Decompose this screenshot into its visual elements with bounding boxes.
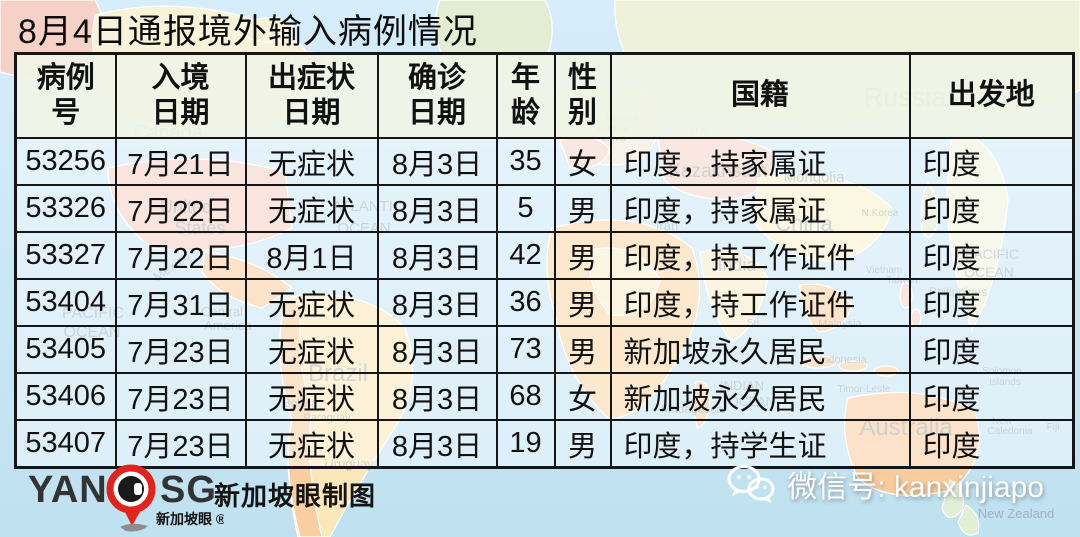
cell-entry-date: 7月23日 bbox=[114, 419, 247, 469]
cell-age: 68 bbox=[495, 372, 556, 421]
cell-symptom-date: 无症状 bbox=[244, 419, 379, 469]
cell-nationality: 印度，持家属证 bbox=[609, 137, 911, 186]
cell-gender: 女 bbox=[553, 372, 612, 421]
cell-origin: 印度 bbox=[908, 372, 1075, 421]
column-header-confirm-date: 确诊 日期 bbox=[376, 52, 498, 139]
cell-symptom-date: 无症状 bbox=[244, 278, 379, 327]
wechat-contact: 微信号: kanxinjiapo bbox=[725, 462, 1044, 506]
cell-nationality: 新加坡永久居民 bbox=[609, 372, 911, 421]
cell-gender: 女 bbox=[553, 137, 612, 186]
table-row: 53326 7月22日 无症状 8月3日 5 男印度，持家属证 印度 bbox=[14, 184, 1075, 233]
cell-case-no: 53327 bbox=[14, 231, 117, 280]
table-row: 53407 7月23日 无症状 8月3日 19 男印度，持学生证 印度 bbox=[14, 419, 1075, 469]
cell-symptom-date: 无症状 bbox=[244, 372, 379, 421]
table-row: 53327 7月22日 8月1日 8月3日 42 男印度，持工作证件 印度 bbox=[14, 231, 1075, 280]
cell-confirm-date: 8月3日 bbox=[376, 325, 498, 374]
logo-eye-highlight bbox=[134, 483, 142, 495]
logo-eye-pupil bbox=[118, 476, 144, 502]
table-row: 53256 7月21日 无症状 8月3日 35 女印度，持家属证 印度 bbox=[14, 137, 1075, 186]
cell-age: 36 bbox=[495, 278, 556, 327]
column-header-nationality: 国籍 bbox=[609, 52, 911, 139]
table-row: 53404 7月31日 无症状 8月3日 36 男印度，持工作证件 印度 bbox=[14, 278, 1075, 327]
cell-origin: 印度 bbox=[908, 137, 1075, 186]
logo-subtext: 新加坡眼 ® bbox=[156, 511, 224, 527]
table-row: 53406 7月23日 无症状 8月3日 68 女新加坡永久居民 印度 bbox=[14, 372, 1075, 421]
cell-origin: 印度 bbox=[908, 231, 1075, 280]
column-header-symptom-date: 出症状 日期 bbox=[244, 52, 379, 139]
column-header-entry-date: 入境 日期 bbox=[114, 52, 247, 139]
cell-nationality: 印度，持工作证件 bbox=[609, 278, 911, 327]
cell-case-no: 53405 bbox=[14, 325, 117, 374]
cell-age: 5 bbox=[495, 184, 556, 233]
yan-sg-logo: YAN SG 新加坡眼 ® bbox=[28, 464, 224, 532]
cell-confirm-date: 8月3日 bbox=[376, 137, 498, 186]
map-label: New Zealand bbox=[978, 506, 1055, 521]
table-row: 53405 7月23日 无症状 8月3日 73 男新加坡永久居民 印度 bbox=[14, 325, 1075, 374]
cell-gender: 男 bbox=[553, 184, 612, 233]
cell-confirm-date: 8月3日 bbox=[376, 372, 498, 421]
cell-confirm-date: 8月3日 bbox=[376, 419, 498, 469]
cell-origin: 印度 bbox=[908, 419, 1075, 469]
cell-confirm-date: 8月3日 bbox=[376, 184, 498, 233]
logo-island-silhouette bbox=[120, 523, 148, 532]
wechat-icon bbox=[727, 465, 775, 503]
cell-gender: 男 bbox=[553, 278, 612, 327]
cell-case-no: 53407 bbox=[14, 419, 117, 469]
cell-confirm-date: 8月3日 bbox=[376, 278, 498, 327]
cell-entry-date: 7月31日 bbox=[114, 278, 247, 327]
cell-symptom-date: 无症状 bbox=[244, 137, 379, 186]
cell-origin: 印度 bbox=[908, 278, 1075, 327]
cell-case-no: 53406 bbox=[14, 372, 117, 421]
cell-entry-date: 7月23日 bbox=[114, 325, 247, 374]
logo-sg-text: SG bbox=[160, 469, 217, 511]
cell-age: 19 bbox=[495, 419, 556, 469]
cell-entry-date: 7月22日 bbox=[114, 184, 247, 233]
column-header-gender: 性 别 bbox=[553, 52, 612, 139]
footer-bar: YAN SG 新加坡眼 ® 新加坡眼制图 bbox=[0, 452, 1080, 537]
cell-gender: 男 bbox=[553, 419, 612, 469]
cell-nationality: 新加坡永久居民 bbox=[609, 325, 911, 374]
column-header-case-no: 病例 号 bbox=[14, 52, 117, 139]
cell-nationality: 印度，持工作证件 bbox=[609, 231, 911, 280]
cell-origin: 印度 bbox=[908, 325, 1075, 374]
cell-gender: 男 bbox=[553, 231, 612, 280]
imported-cases-table: 病例 号入境 日期 出症状 日期 确诊 日期年 龄性 别国籍 出发地 53256 7月2… bbox=[14, 52, 1075, 469]
column-header-origin: 出发地 bbox=[908, 52, 1075, 139]
column-header-age: 年 龄 bbox=[495, 52, 556, 139]
cell-case-no: 53326 bbox=[14, 184, 117, 233]
credit-text: 新加坡眼制图 bbox=[214, 481, 377, 511]
logo-yan-text: YAN bbox=[28, 469, 108, 511]
cell-age: 35 bbox=[495, 137, 556, 186]
cell-case-no: 53256 bbox=[14, 137, 117, 186]
cell-entry-date: 7月22日 bbox=[114, 231, 247, 280]
cell-symptom-date: 无症状 bbox=[244, 325, 379, 374]
table-header: 病例 号入境 日期 出症状 日期 确诊 日期年 龄性 别国籍 出发地 bbox=[14, 52, 1075, 139]
wechat-id-text: 微信号: kanxinjiapo bbox=[787, 471, 1044, 504]
cell-origin: 印度 bbox=[908, 184, 1075, 233]
cell-age: 42 bbox=[495, 231, 556, 280]
cell-symptom-date: 无症状 bbox=[244, 184, 379, 233]
cell-case-no: 53404 bbox=[14, 278, 117, 327]
page-title: 8月4日通报境外输入病例情况 bbox=[18, 13, 478, 51]
cell-entry-date: 7月21日 bbox=[114, 137, 247, 186]
cell-nationality: 印度，持学生证 bbox=[609, 419, 911, 469]
cell-nationality: 印度，持家属证 bbox=[609, 184, 911, 233]
cell-symptom-date: 8月1日 bbox=[244, 231, 379, 280]
cell-confirm-date: 8月3日 bbox=[376, 231, 498, 280]
cell-age: 73 bbox=[495, 325, 556, 374]
cell-gender: 男 bbox=[553, 325, 612, 374]
cell-entry-date: 7月23日 bbox=[114, 372, 247, 421]
